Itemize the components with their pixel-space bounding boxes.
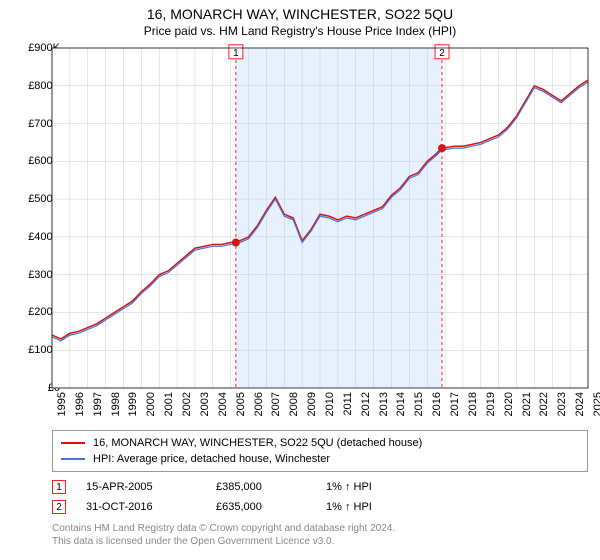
- chart-svg: 12: [52, 48, 588, 388]
- x-tick-label: 1995: [56, 392, 68, 416]
- x-tick-label: 1997: [92, 392, 104, 416]
- x-tick-label: 1996: [74, 392, 86, 416]
- x-tick-label: 2014: [395, 392, 407, 416]
- marker-id-box: 1: [52, 480, 66, 494]
- x-tick-label: 1998: [110, 392, 122, 416]
- x-tick-label: 2019: [485, 392, 497, 416]
- x-tick-label: 2000: [145, 392, 157, 416]
- legend-swatch: [61, 458, 85, 460]
- x-tick-label: 2022: [538, 392, 550, 416]
- x-tick-label: 2008: [288, 392, 300, 416]
- x-tick-label: 2006: [253, 392, 265, 416]
- marker-price: £635,000: [216, 501, 326, 513]
- x-tick-label: 2001: [163, 392, 175, 416]
- marker-date: 31-OCT-2016: [86, 501, 216, 513]
- x-tick-label: 2021: [521, 392, 533, 416]
- x-tick-label: 2025: [592, 392, 600, 416]
- marker-price: £385,000: [216, 481, 326, 493]
- svg-text:1: 1: [233, 48, 239, 59]
- footer-line-1: Contains HM Land Registry data © Crown c…: [52, 522, 395, 535]
- svg-text:2: 2: [439, 48, 445, 59]
- x-tick-label: 2005: [235, 392, 247, 416]
- legend-label: 16, MONARCH WAY, WINCHESTER, SO22 5QU (d…: [93, 435, 422, 451]
- marker-date: 15-APR-2005: [86, 481, 216, 493]
- x-tick-label: 2024: [574, 392, 586, 416]
- x-tick-label: 2023: [556, 392, 568, 416]
- x-tick-label: 2013: [378, 392, 390, 416]
- marker-pct: 1% ↑ HPI: [326, 481, 416, 493]
- chart-title: 16, MONARCH WAY, WINCHESTER, SO22 5QU: [0, 6, 600, 22]
- x-tick-label: 2017: [449, 392, 461, 416]
- marker-row: 1 15-APR-2005£385,0001% ↑ HPI: [52, 480, 588, 494]
- x-tick-label: 2002: [181, 392, 193, 416]
- legend-swatch: [61, 442, 85, 444]
- legend-item: HPI: Average price, detached house, Winc…: [61, 451, 579, 467]
- title-block: 16, MONARCH WAY, WINCHESTER, SO22 5QU Pr…: [0, 0, 600, 38]
- x-tick-label: 2020: [503, 392, 515, 416]
- x-tick-label: 2018: [467, 392, 479, 416]
- footer-text: Contains HM Land Registry data © Crown c…: [52, 522, 395, 548]
- x-tick-label: 2007: [270, 392, 282, 416]
- legend-label: HPI: Average price, detached house, Winc…: [93, 451, 330, 467]
- x-tick-label: 2012: [360, 392, 372, 416]
- chart-subtitle: Price paid vs. HM Land Registry's House …: [0, 24, 600, 38]
- x-tick-label: 2004: [217, 392, 229, 416]
- footer-line-2: This data is licensed under the Open Gov…: [52, 535, 395, 548]
- x-tick-label: 2003: [199, 392, 211, 416]
- x-tick-label: 2011: [342, 392, 354, 416]
- x-tick-label: 2016: [431, 392, 443, 416]
- x-tick-label: 2015: [413, 392, 425, 416]
- marker-pct: 1% ↑ HPI: [326, 501, 416, 513]
- legend-box: 16, MONARCH WAY, WINCHESTER, SO22 5QU (d…: [52, 430, 588, 472]
- marker-row: 2 31-OCT-2016£635,0001% ↑ HPI: [52, 500, 588, 514]
- chart-plot-area: 12: [52, 48, 588, 388]
- chart-container: 16, MONARCH WAY, WINCHESTER, SO22 5QU Pr…: [0, 0, 600, 560]
- marker-table: 1 15-APR-2005£385,0001% ↑ HPI 2 31-OCT-2016…: [52, 474, 588, 514]
- x-tick-label: 1999: [127, 392, 139, 416]
- legend-item: 16, MONARCH WAY, WINCHESTER, SO22 5QU (d…: [61, 435, 579, 451]
- x-tick-label: 2009: [306, 392, 318, 416]
- x-tick-label: 2010: [324, 392, 336, 416]
- marker-id-box: 2: [52, 500, 66, 514]
